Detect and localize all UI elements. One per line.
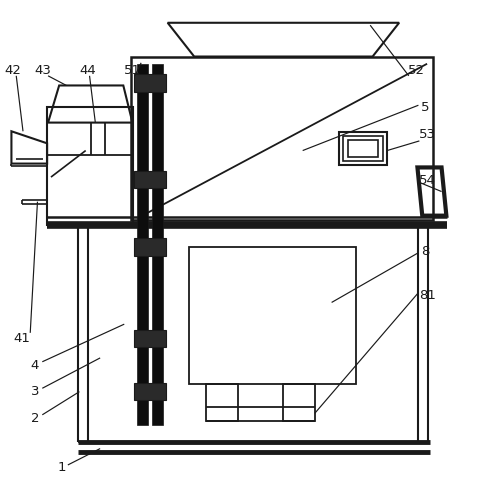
Text: 42: 42: [4, 65, 21, 78]
Text: 5: 5: [422, 101, 430, 114]
Bar: [134, 75, 166, 92]
Bar: [134, 171, 166, 188]
Bar: [47, 107, 133, 225]
Bar: [347, 140, 378, 157]
Text: 2: 2: [31, 412, 40, 425]
Text: 3: 3: [31, 385, 40, 398]
Bar: [339, 132, 387, 165]
Text: 4: 4: [31, 359, 39, 371]
Bar: [284, 384, 315, 420]
Text: 52: 52: [407, 65, 425, 78]
Bar: [137, 64, 148, 425]
Bar: [343, 136, 383, 161]
Bar: [152, 64, 163, 425]
Text: 8: 8: [422, 246, 430, 258]
Bar: [131, 56, 433, 220]
Bar: [134, 383, 166, 400]
Bar: [206, 384, 238, 420]
Text: 51: 51: [124, 65, 141, 78]
Text: 81: 81: [419, 288, 435, 302]
Text: 43: 43: [35, 65, 52, 78]
Text: 53: 53: [419, 127, 436, 141]
Text: 41: 41: [14, 332, 30, 345]
Bar: [134, 330, 166, 347]
Bar: [189, 247, 356, 384]
Text: 54: 54: [419, 174, 435, 187]
Text: 44: 44: [80, 65, 97, 78]
Bar: [134, 238, 166, 256]
Text: 1: 1: [57, 461, 66, 474]
